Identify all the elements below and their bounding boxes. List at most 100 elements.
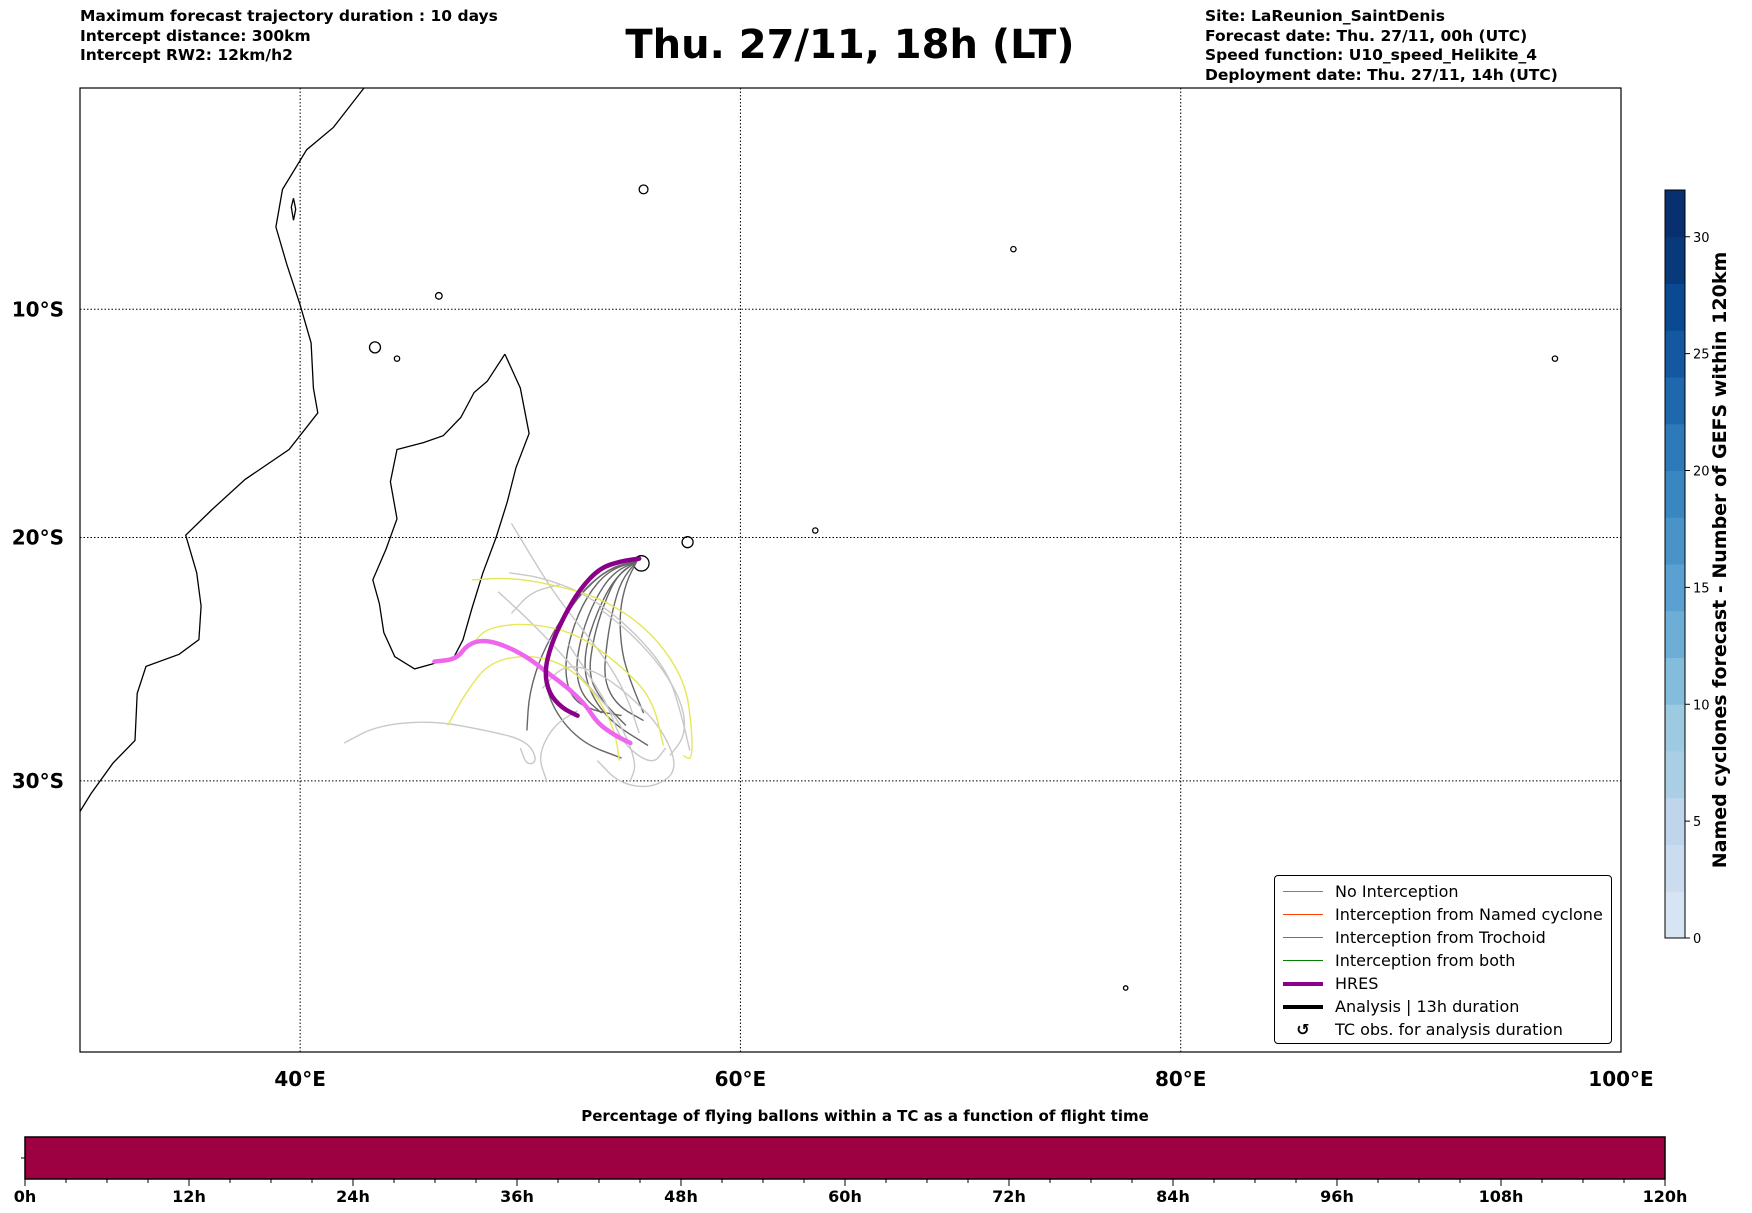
x-tick-label: 40°E	[274, 1067, 326, 1091]
island	[393, 355, 401, 362]
colorbar-segment	[1665, 470, 1685, 518]
coastline	[79, 87, 365, 812]
trajectory-line	[510, 583, 561, 614]
colorbar-segment	[1665, 704, 1685, 752]
legend-label: Interception from Trochoid	[1335, 928, 1546, 947]
coastline	[372, 353, 530, 670]
colorbar-segment	[1665, 330, 1685, 378]
island	[1010, 245, 1017, 253]
intercept-rw2-text: Intercept RW2: 12km/h2	[80, 46, 293, 64]
trajectory-line	[576, 560, 638, 714]
bar-tick-label: 84h	[1156, 1187, 1190, 1206]
trajectory-line	[509, 572, 691, 751]
island	[1551, 355, 1559, 362]
trajectory-line	[619, 560, 645, 714]
colorbar-segment	[1665, 564, 1685, 612]
bar-tick-label: 24h	[336, 1187, 370, 1206]
x-tick-label: 60°E	[715, 1067, 767, 1091]
hres-trajectory	[543, 556, 642, 718]
colorbar-label: Named cyclones forecast - Number of GEFS…	[1709, 251, 1731, 869]
flight-percentage-bar	[24, 1136, 1666, 1180]
flight-bar-title: Percentage of flying ballons within a TC…	[581, 1107, 1149, 1125]
y-tick-label: 30°S	[12, 769, 64, 793]
legend-swatch	[1283, 960, 1323, 961]
island	[638, 184, 649, 195]
site-info: Site: LaReunion_SaintDenis Forecast date…	[1205, 7, 1558, 85]
island	[681, 536, 694, 549]
colorbar-tick-label: 25	[1693, 348, 1710, 363]
legend-label: No Interception	[1335, 882, 1459, 901]
trajectory-line	[447, 655, 621, 761]
colorbar-segment	[1665, 610, 1685, 658]
legend-label: Interception from both	[1335, 951, 1516, 970]
trajectory-line	[471, 577, 693, 760]
island	[368, 341, 382, 354]
bar-tick-label: 48h	[664, 1187, 698, 1206]
colorbar-segment	[1665, 657, 1685, 705]
bar-tick-label: 96h	[1320, 1187, 1354, 1206]
tc-symbol-icon: ↺	[1296, 1020, 1310, 1039]
site-text: Site: LaReunion_SaintDenis	[1205, 7, 1445, 25]
legend-tc-obs: ↺ TC obs. for analysis duration	[1275, 1018, 1563, 1041]
deployment-date-text: Deployment date: Thu. 27/11, 14h (UTC)	[1205, 65, 1558, 84]
coastline	[290, 198, 297, 221]
trajectory-line	[568, 644, 667, 762]
colorbar-tick-label: 10	[1693, 698, 1710, 713]
trajectory-line	[541, 666, 675, 788]
speed-function-text: Speed function: U10_speed_Helikite_4	[1205, 46, 1538, 64]
legend-label: Interception from Named cyclone	[1335, 905, 1603, 924]
legend-named-cyclone: Interception from Named cyclone	[1275, 903, 1603, 926]
colorbar-tick-label: 30	[1693, 231, 1710, 246]
y-tick-label: 10°S	[12, 297, 64, 321]
colorbar-segment	[1665, 283, 1685, 331]
y-tick-label: 20°S	[12, 526, 64, 550]
legend-swatch	[1283, 937, 1323, 938]
island	[434, 291, 443, 300]
max-duration-text: Maximum forecast trajectory duration : 1…	[80, 7, 498, 25]
trajectory-line	[599, 607, 686, 756]
colorbar-segment	[1665, 797, 1685, 845]
bar-tick-label: 120h	[1643, 1187, 1688, 1206]
legend-analysis: Analysis | 13h duration	[1275, 995, 1519, 1018]
x-tick-label: 80°E	[1155, 1067, 1207, 1091]
island	[811, 527, 819, 534]
legend-trochoid: Interception from Trochoid	[1275, 926, 1546, 949]
colorbar-tick-label: 0	[1693, 932, 1701, 947]
colorbar-tick-label: 20	[1693, 465, 1710, 480]
legend-both: Interception from both	[1275, 949, 1515, 972]
colorbar-segment	[1665, 377, 1685, 425]
bar-tick-label: 72h	[992, 1187, 1026, 1206]
colorbar-segment	[1665, 517, 1685, 565]
bar-tick-label: 36h	[500, 1187, 534, 1206]
legend-swatch	[1283, 891, 1323, 892]
legend-label: TC obs. for analysis duration	[1335, 1020, 1563, 1039]
intercept-distance-text: Intercept distance: 300km	[80, 26, 311, 45]
map-frame	[79, 87, 1622, 1053]
trajectory-line	[473, 623, 665, 746]
x-tick-label: 100°E	[1588, 1067, 1653, 1091]
bar-tick-label: 0h	[14, 1187, 37, 1206]
run-parameters: Maximum forecast trajectory duration : 1…	[80, 7, 498, 66]
colorbar-segment	[1665, 751, 1685, 799]
trajectory-line	[540, 710, 578, 782]
figure-title: Thu. 27/11, 18h (LT)	[625, 22, 1075, 68]
colorbar-segment	[1665, 236, 1685, 284]
colorbar-segment	[1665, 844, 1685, 892]
legend-swatch	[1283, 1004, 1323, 1009]
legend: No Interception Interception from Named …	[1274, 875, 1612, 1044]
legend-hres: HRES	[1275, 972, 1378, 995]
forecast-date-text: Forecast date: Thu. 27/11, 00h (UTC)	[1205, 26, 1528, 45]
colorbar-tick-label: 15	[1693, 581, 1710, 596]
colorbar-frame	[1664, 189, 1686, 939]
legend-no-interception: No Interception	[1275, 880, 1459, 903]
colorbar-segment	[1665, 891, 1685, 939]
bar-tick-label: 108h	[1479, 1187, 1524, 1206]
colorbar-tick-label: 5	[1693, 815, 1701, 830]
legend-swatch	[1283, 981, 1323, 986]
trajectory-line	[584, 560, 649, 747]
colorbar-segment	[1665, 423, 1685, 471]
bar-tick-label: 12h	[172, 1187, 206, 1206]
trajectory-line	[343, 721, 536, 765]
island	[1122, 985, 1129, 991]
